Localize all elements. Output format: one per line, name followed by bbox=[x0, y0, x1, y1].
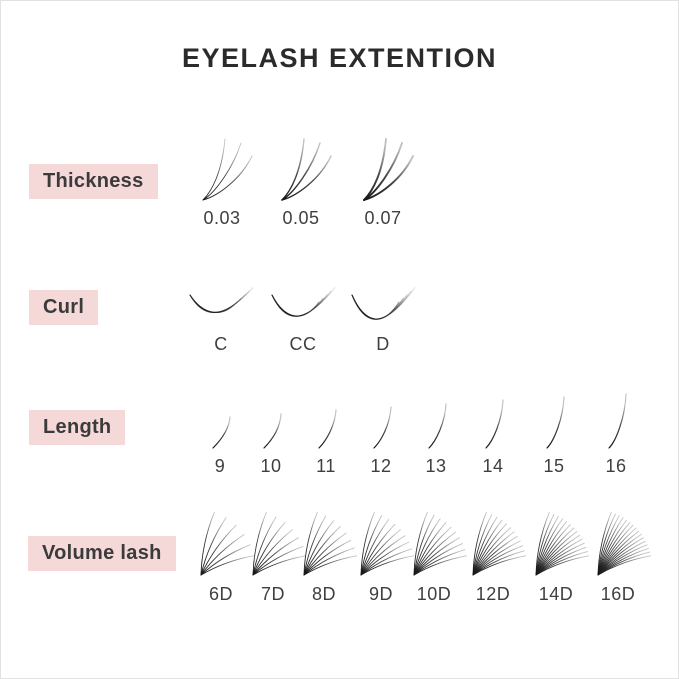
length-sample-14 bbox=[480, 397, 508, 450]
volume-item-label: 8D bbox=[311, 584, 337, 604]
length-item-label: 12 bbox=[370, 456, 392, 476]
lash-icon bbox=[485, 399, 504, 449]
lash-icon bbox=[413, 511, 468, 576]
length-sample-16 bbox=[603, 391, 631, 450]
volume-item-label: 7D bbox=[260, 584, 286, 604]
length-sample-15 bbox=[541, 394, 569, 450]
length-item-label: 14 bbox=[482, 456, 504, 476]
volume-item-label: 14D bbox=[538, 584, 574, 604]
volume-sample-12D bbox=[467, 507, 529, 579]
curl-sample-D bbox=[349, 285, 419, 329]
curl-item-label: C bbox=[214, 334, 228, 354]
lash-icon bbox=[212, 416, 231, 449]
row-label-length: Length bbox=[29, 410, 126, 445]
volume-sample-16D bbox=[592, 507, 654, 579]
volume-sample-7D bbox=[247, 507, 309, 579]
length-sample-13 bbox=[423, 401, 451, 450]
lash-icon bbox=[263, 413, 282, 449]
lash-icon bbox=[271, 287, 336, 317]
page-title: EYELASH EXTENTION bbox=[181, 43, 498, 73]
lash-icon bbox=[200, 511, 255, 576]
length-item-label: 11 bbox=[316, 456, 336, 476]
curl-sample-C bbox=[187, 285, 257, 329]
length-item-label: 9 bbox=[214, 456, 226, 476]
lash-icon bbox=[373, 406, 392, 449]
curl-item-label: CC bbox=[289, 334, 317, 354]
lash-icon bbox=[351, 287, 416, 320]
volume-sample-9D bbox=[355, 507, 417, 579]
volume-sample-14D bbox=[530, 507, 592, 579]
length-sample-10 bbox=[258, 411, 286, 450]
lash-icon bbox=[535, 511, 590, 576]
thickness-item-label: 0.03 bbox=[203, 208, 241, 228]
thickness-item-label: 0.05 bbox=[282, 208, 320, 228]
volume-item-label: 12D bbox=[475, 584, 511, 604]
lash-icon bbox=[546, 396, 565, 449]
lash-icon bbox=[252, 511, 307, 576]
lash-icon bbox=[363, 138, 414, 201]
volume-sample-6D bbox=[195, 507, 257, 579]
curl-sample-CC bbox=[269, 285, 339, 329]
thickness-sample-0.05 bbox=[275, 136, 333, 202]
lash-icon bbox=[428, 403, 447, 449]
lash-icon bbox=[281, 138, 332, 201]
volume-item-label: 9D bbox=[368, 584, 394, 604]
lash-icon bbox=[472, 511, 527, 576]
lash-icon bbox=[189, 287, 254, 314]
length-sample-9 bbox=[207, 414, 235, 450]
lash-icon bbox=[202, 138, 253, 201]
thickness-item-label: 0.07 bbox=[364, 208, 402, 228]
row-label-curl: Curl bbox=[29, 290, 99, 325]
length-sample-11 bbox=[313, 407, 341, 450]
length-item-label: 15 bbox=[543, 456, 565, 476]
lash-icon bbox=[360, 511, 415, 576]
row-label-volume: Volume lash bbox=[28, 536, 176, 571]
volume-sample-8D bbox=[298, 507, 360, 579]
length-item-label: 13 bbox=[425, 456, 447, 476]
length-item-label: 16 bbox=[605, 456, 627, 476]
curl-item-label: D bbox=[376, 334, 390, 354]
lash-icon bbox=[597, 511, 652, 576]
lash-icon bbox=[318, 409, 337, 449]
length-sample-12 bbox=[368, 404, 396, 450]
lash-icon bbox=[303, 511, 358, 576]
volume-sample-10D bbox=[408, 507, 470, 579]
lash-icon bbox=[608, 393, 627, 449]
thickness-sample-0.07 bbox=[357, 136, 415, 202]
volume-item-label: 10D bbox=[416, 584, 452, 604]
volume-item-label: 16D bbox=[600, 584, 636, 604]
length-item-label: 10 bbox=[260, 456, 282, 476]
volume-item-label: 6D bbox=[208, 584, 234, 604]
row-label-thickness: Thickness bbox=[29, 164, 158, 199]
thickness-sample-0.03 bbox=[196, 136, 254, 202]
